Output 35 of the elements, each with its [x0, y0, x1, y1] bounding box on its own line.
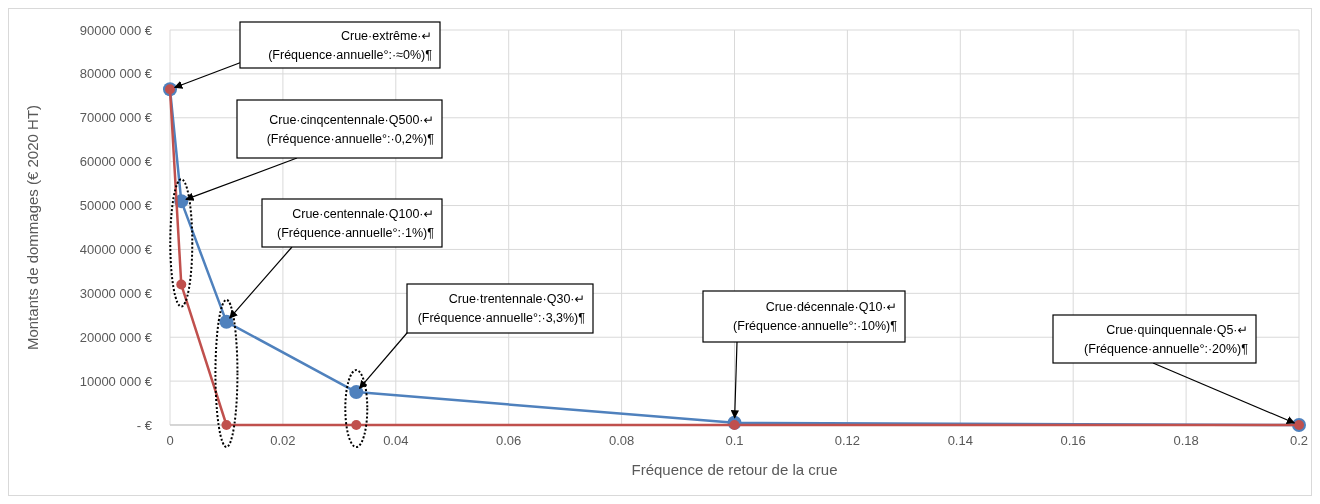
x-tick-label: 0.06	[496, 433, 522, 448]
x-tick-label: 0.12	[834, 433, 861, 448]
annotation: Crue·cinqcentennale·Q500·↵ (Fréquence·annuelle°:·0,2%)¶	[266, 112, 435, 146]
annotation: Crue·centennale·Q100·↵ (Fréquence·annuelle°:·1%)¶	[277, 206, 435, 240]
point	[351, 420, 362, 430]
annotation: Crue·extrême·↵ (Fréquence·annuelle°:·≈0%)¶	[268, 28, 433, 62]
x-axis-title: Fréquence de retour de la crue	[631, 461, 838, 478]
y-tick-label: 80000 000 €	[79, 66, 153, 82]
y-tick-label: - €	[136, 417, 153, 433]
y-tick-label: 10000 000 €	[79, 373, 153, 389]
point	[219, 314, 234, 329]
y-tick-label: 50000 000 €	[79, 198, 153, 214]
x-tick-label: 0.04	[383, 433, 409, 448]
x-tick-label: 0.16	[1060, 433, 1086, 448]
point	[176, 279, 187, 290]
x-tick-label: 0.14	[947, 433, 973, 448]
y-tick-label: 20000 000 €	[79, 329, 153, 345]
y-tick-label: 70000 000 €	[79, 110, 153, 126]
point	[729, 420, 740, 430]
y-tick-label: 90000 000 €	[79, 22, 153, 38]
annotation: Crue·quinquennale·Q5·↵ (Fréquence·annuelle°:·20%)¶	[1084, 322, 1249, 356]
x-tick-label: 0.08	[608, 433, 635, 448]
y-tick-label: 60000 000 €	[79, 154, 153, 170]
point	[221, 420, 232, 430]
x-tick-label: 0	[166, 433, 174, 448]
y-axis-title: Montants de dommages (€ 2020 HT)	[24, 104, 41, 351]
y-tick-label: 40000 000 €	[79, 241, 153, 257]
x-tick-label: 0.18	[1173, 433, 1199, 448]
x-tick-label: 0.02	[270, 433, 296, 448]
x-tick-label: 0.1	[725, 433, 744, 448]
y-tick-label: 30000 000 €	[79, 285, 153, 301]
point	[349, 385, 364, 400]
annotation: Crue·trentennale·Q30·↵ (Fréquence·annuelle°:·3,3%)¶	[417, 292, 586, 326]
annotation: Crue·décennale·Q10·↵ (Fréquence·annuelle°:·10%)¶	[733, 300, 898, 334]
x-tick-label: 0.2	[1289, 433, 1309, 448]
